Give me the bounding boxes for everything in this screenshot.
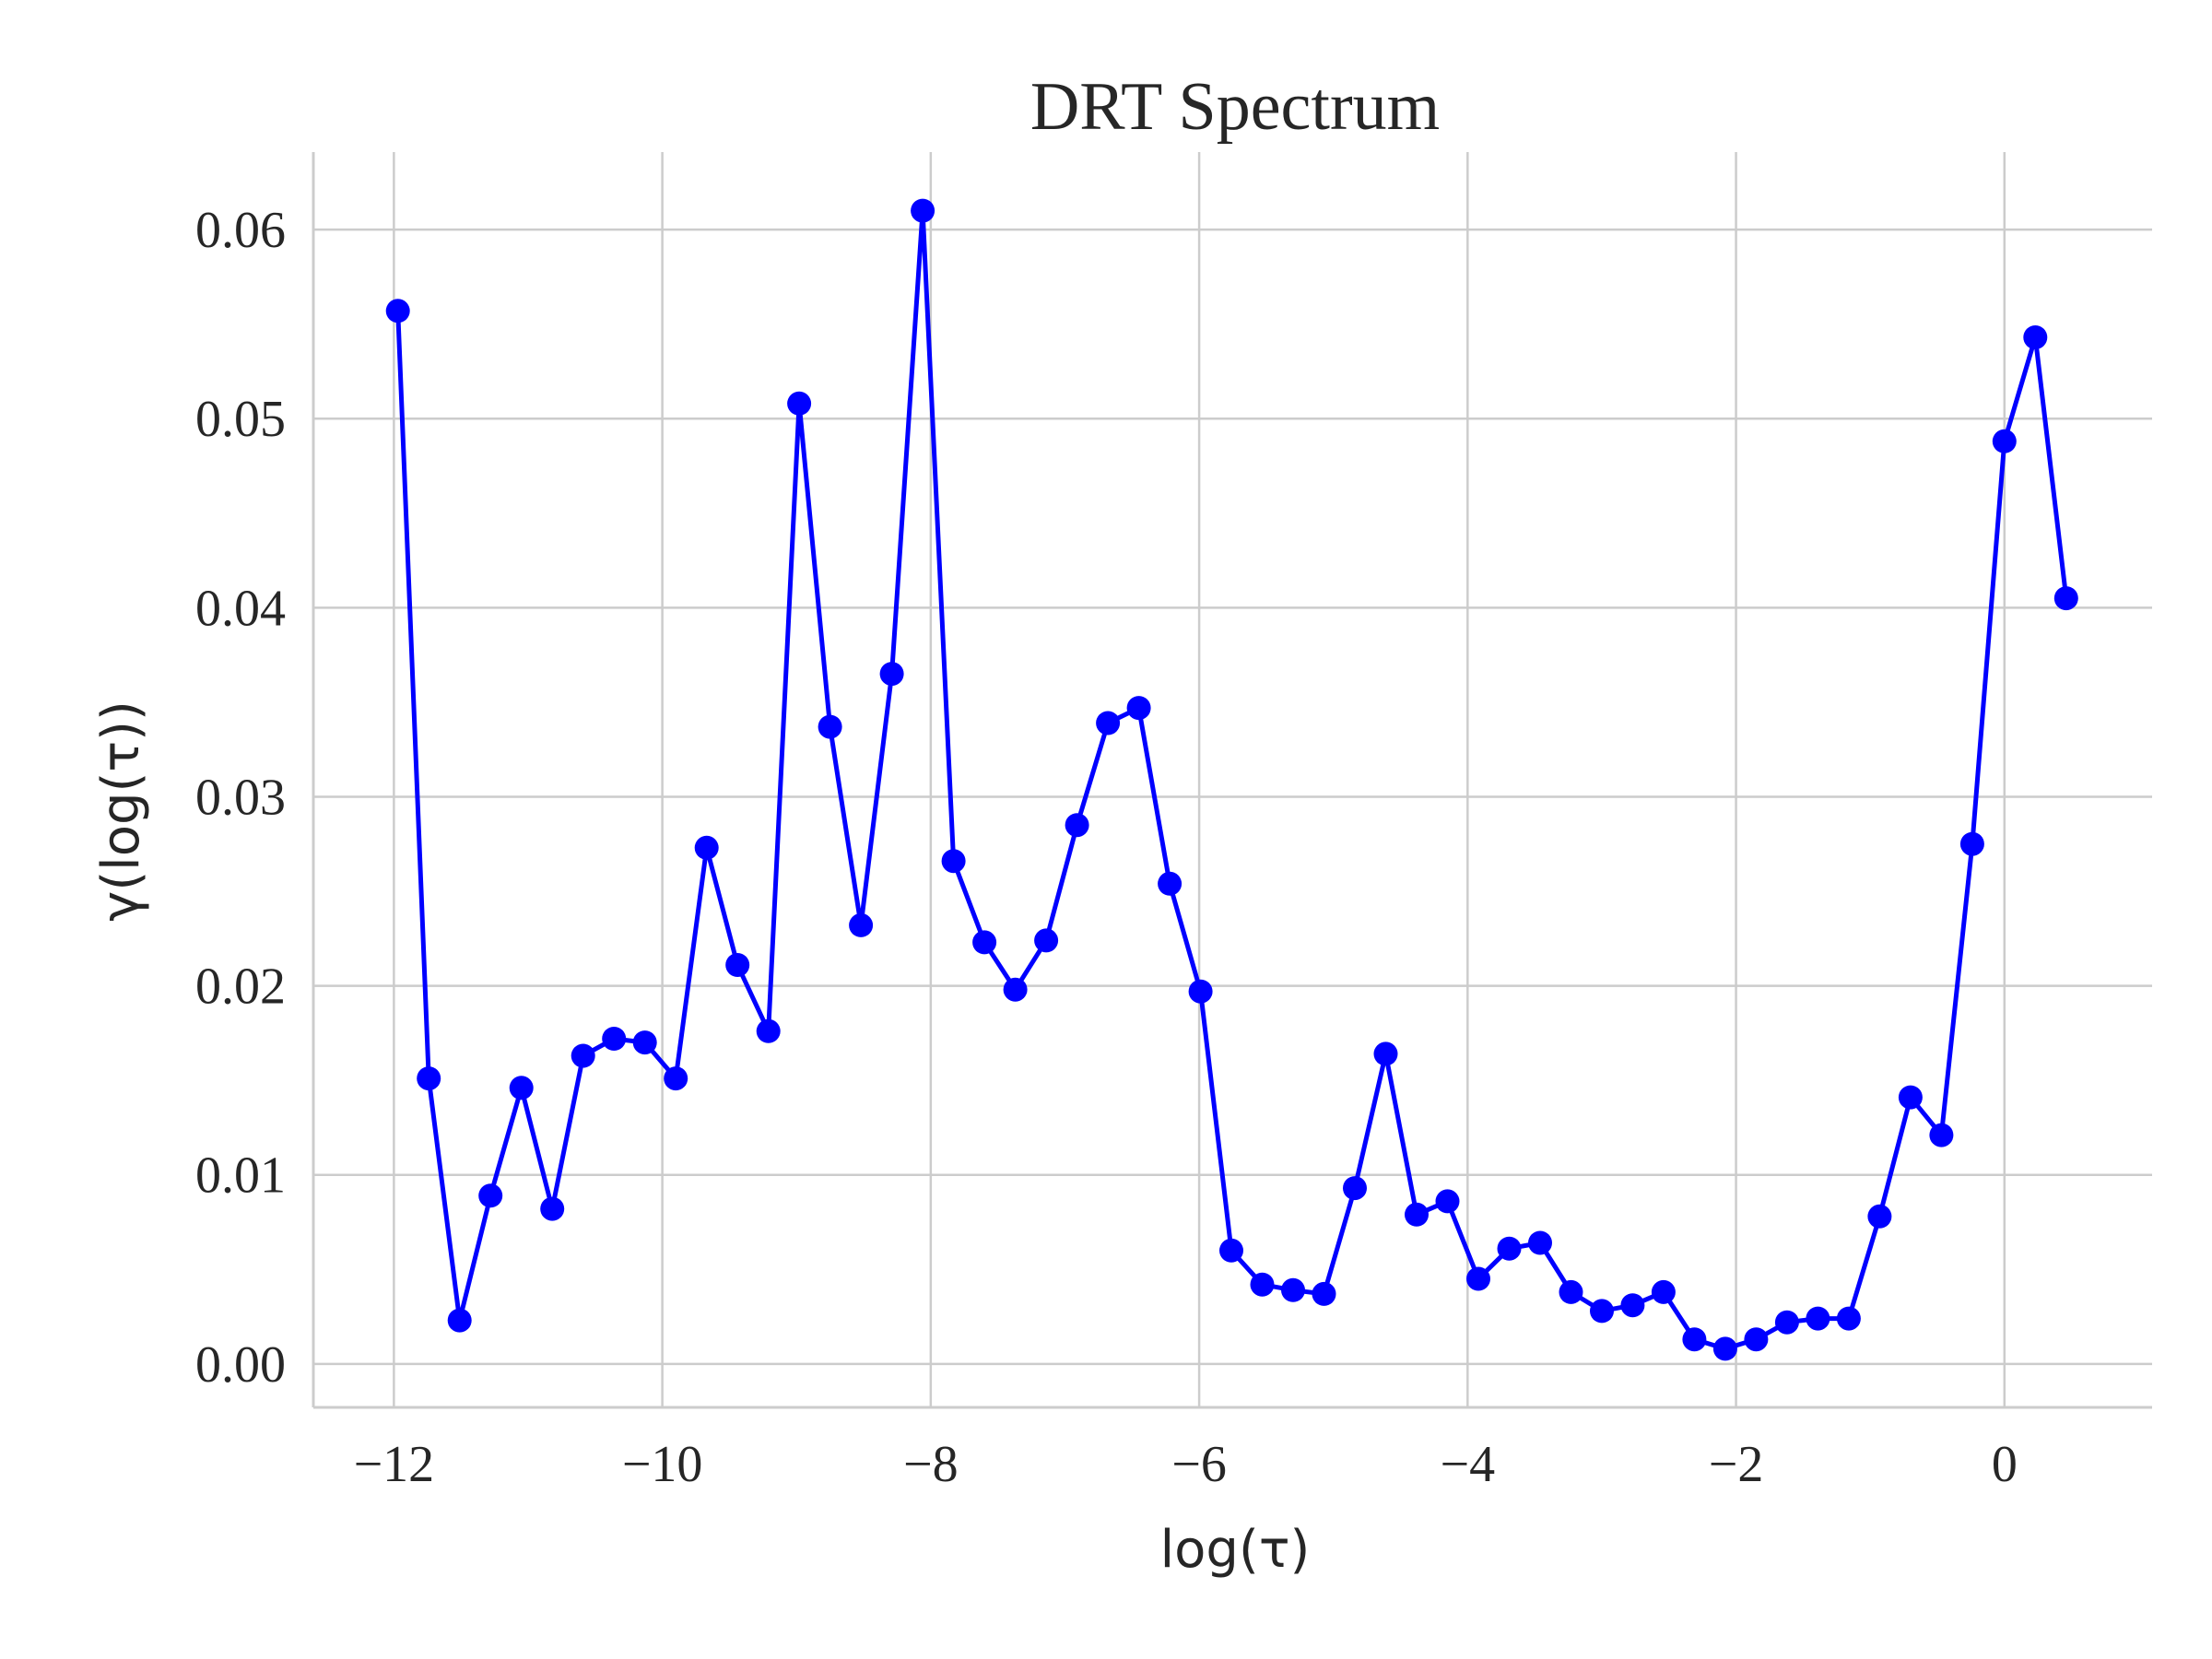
data-point (1250, 1272, 1275, 1297)
x-tick-label: −4 (1441, 1436, 1496, 1493)
data-point (1528, 1230, 1552, 1255)
data-point (1744, 1327, 1769, 1352)
data-point (1497, 1236, 1522, 1261)
data-point (849, 912, 874, 937)
data-point (756, 1018, 781, 1043)
data-point (1898, 1085, 1923, 1110)
x-tick-label: −6 (1171, 1436, 1227, 1493)
data-point (2053, 586, 2078, 611)
x-tick-label: −8 (903, 1436, 959, 1493)
x-tick-label: 0 (1992, 1436, 2018, 1493)
data-point (1929, 1123, 1954, 1147)
data-point (1867, 1204, 1892, 1229)
data-point (1651, 1279, 1676, 1304)
data-point (602, 1027, 627, 1051)
axes-spines (312, 152, 2152, 1409)
series-line (395, 208, 2069, 1351)
data-point (540, 1196, 565, 1221)
y-tick-label: 0.02 (195, 959, 286, 1016)
data-point (664, 1066, 688, 1091)
data-point (1466, 1266, 1490, 1291)
data-point (1003, 977, 1028, 1002)
data-point (1620, 1293, 1645, 1318)
y-tick-label: 0.06 (195, 202, 286, 259)
data-point (941, 849, 966, 874)
data-point (1992, 429, 2017, 453)
y-tick-label: 0.04 (195, 580, 286, 637)
data-point (911, 198, 935, 223)
data-point (1065, 813, 1089, 838)
data-point (1158, 871, 1182, 896)
data-point (509, 1076, 534, 1100)
y-tick-label: 0.00 (195, 1336, 286, 1394)
x-tick-label: −12 (354, 1436, 435, 1493)
data-point (694, 835, 719, 860)
data-point (1774, 1310, 1799, 1335)
data-point (1712, 1336, 1737, 1361)
data-point (1096, 711, 1121, 735)
x-tick-label: −2 (1709, 1436, 1764, 1493)
data-point (1590, 1299, 1614, 1324)
data-point (632, 1030, 657, 1055)
data-point (1219, 1238, 1243, 1263)
data-point (571, 1043, 595, 1068)
data-point (1806, 1306, 1830, 1331)
y-tick-label: 0.05 (195, 391, 286, 448)
data-point (1959, 831, 1984, 856)
data-point (1373, 1041, 1398, 1066)
data-point (725, 953, 750, 977)
data-point (2023, 325, 2048, 349)
grid (313, 152, 2152, 1407)
data-point (447, 1308, 472, 1333)
data-point (1405, 1202, 1429, 1227)
x-axis-label: log(τ) (1160, 1520, 1311, 1580)
data-point (787, 391, 812, 416)
data-point (1281, 1277, 1305, 1302)
data-point (1126, 696, 1151, 721)
data-point (1188, 979, 1213, 1004)
data-point (1836, 1306, 1861, 1331)
data-point (1312, 1281, 1336, 1306)
data-point (1682, 1327, 1707, 1352)
data-point (1034, 928, 1059, 953)
data-point (1435, 1189, 1460, 1214)
data-point (1559, 1279, 1583, 1304)
data-point (972, 930, 997, 955)
data-point (1343, 1176, 1367, 1201)
chart-title: DRT Spectrum (1030, 69, 1440, 145)
data-point (879, 662, 904, 687)
y-tick-label: 0.01 (195, 1147, 286, 1205)
series-layer (385, 198, 2078, 1361)
x-tick-label: −10 (622, 1436, 703, 1493)
data-point (818, 714, 842, 739)
data-point (385, 299, 410, 324)
data-point (417, 1066, 441, 1091)
y-axis-label: γ(log(τ)) (91, 700, 151, 922)
data-point (478, 1183, 503, 1208)
y-tick-label: 0.03 (195, 769, 286, 826)
tick-labels: −12 −10 −8 −6 −4 −2 0 0.00 0.01 0.02 0.03 0.04 0.05 0… (195, 202, 2018, 1493)
